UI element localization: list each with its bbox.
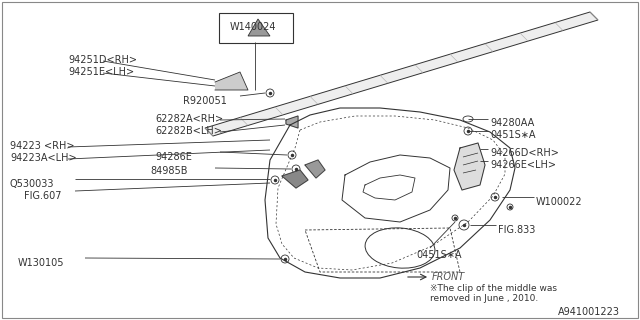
- Text: A941001223: A941001223: [558, 307, 620, 317]
- Text: 0451S∗A: 0451S∗A: [416, 250, 461, 260]
- Polygon shape: [286, 116, 298, 128]
- Text: 94266E<LH>: 94266E<LH>: [490, 160, 556, 170]
- Text: removed in June , 2010.: removed in June , 2010.: [430, 294, 538, 303]
- Text: 94280AA: 94280AA: [490, 118, 534, 128]
- Text: R920051: R920051: [183, 96, 227, 106]
- Text: ※The clip of the middle was: ※The clip of the middle was: [430, 284, 557, 293]
- Text: 94266D<RH>: 94266D<RH>: [490, 148, 559, 158]
- Polygon shape: [205, 12, 598, 136]
- Polygon shape: [454, 143, 485, 190]
- Text: 94251D<RH>: 94251D<RH>: [68, 55, 137, 65]
- Text: W130105: W130105: [18, 258, 65, 268]
- Text: FIG.607: FIG.607: [24, 191, 61, 201]
- Text: 94286E: 94286E: [155, 152, 192, 162]
- Polygon shape: [248, 19, 270, 36]
- Text: 94223 <RH>: 94223 <RH>: [10, 141, 74, 151]
- Polygon shape: [305, 160, 325, 178]
- Text: 0451S∗A: 0451S∗A: [490, 130, 536, 140]
- FancyBboxPatch shape: [219, 13, 293, 43]
- Text: FRONT: FRONT: [432, 272, 465, 282]
- Text: W140024: W140024: [230, 22, 276, 32]
- Text: 84985B: 84985B: [150, 166, 188, 176]
- Polygon shape: [282, 170, 308, 188]
- Text: 94251E<LH>: 94251E<LH>: [68, 67, 134, 77]
- Text: Q530033: Q530033: [10, 179, 54, 189]
- Polygon shape: [215, 72, 248, 90]
- Text: 94223A<LH>: 94223A<LH>: [10, 153, 77, 163]
- Text: FIG.833: FIG.833: [498, 225, 536, 235]
- Text: 62282A<RH>: 62282A<RH>: [155, 114, 223, 124]
- Text: 62282B<LH>: 62282B<LH>: [155, 126, 222, 136]
- Text: W100022: W100022: [536, 197, 582, 207]
